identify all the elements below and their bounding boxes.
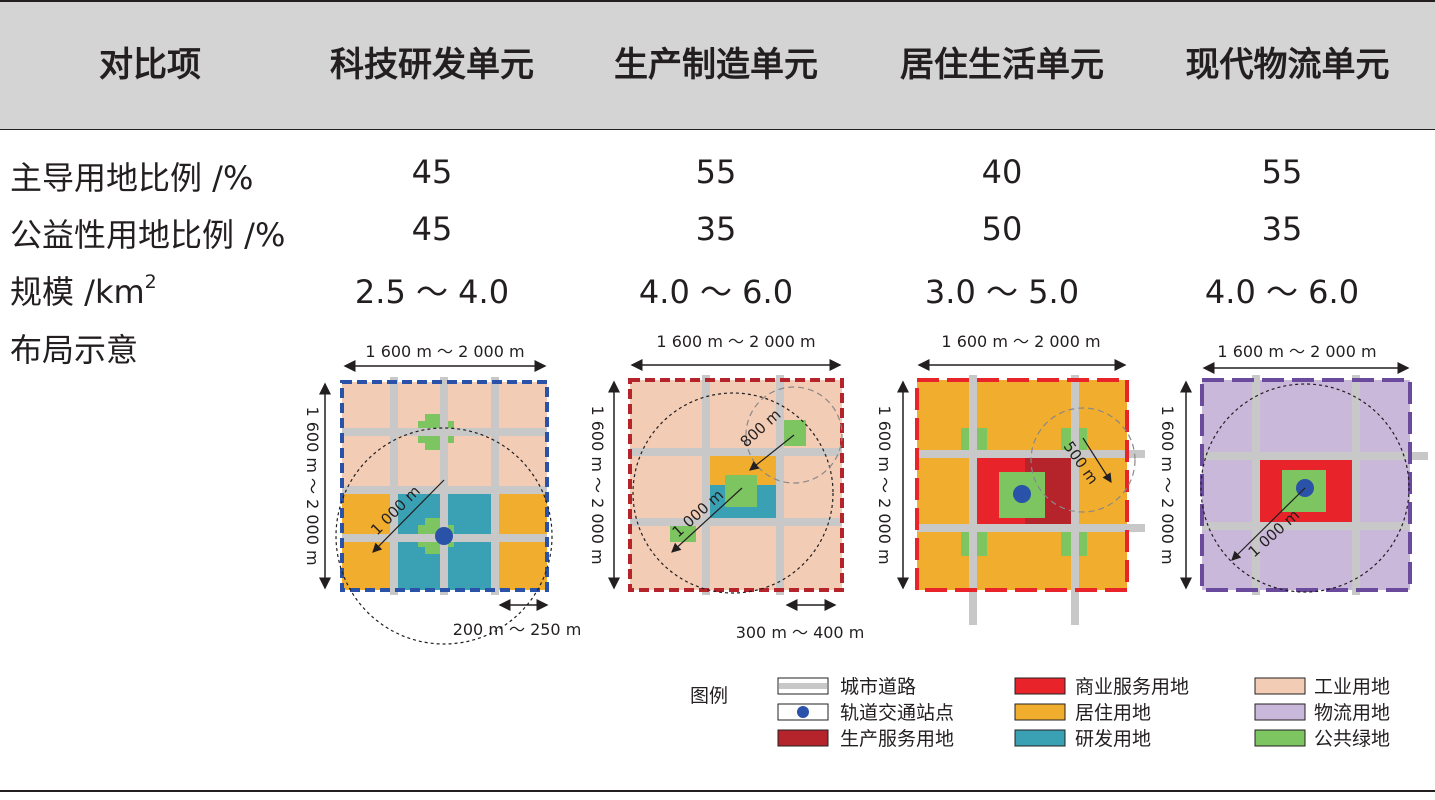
legend-production-service-label: 生产服务用地 — [840, 728, 954, 750]
diagram-tech-unit: 1 000 m 1 600 m ～ 2 000 m 1 600 m ～ 2 00… — [295, 320, 590, 650]
bottom-rule — [0, 790, 1435, 792]
tech-width-dim: 1 600 m ～ 2 000 m — [365, 342, 524, 361]
legend-commercial-swatch — [1014, 677, 1066, 695]
res-width-dim: 1 600 m ～ 2 000 m — [941, 332, 1100, 351]
header-tech-unit: 科技研发单元 — [330, 45, 534, 85]
header-comparison-item: 对比项 — [99, 45, 201, 85]
logistics-width-dim: 1 600 m ～ 2 000 m — [1217, 342, 1376, 361]
legend-industrial-label: 工业用地 — [1314, 676, 1390, 698]
legend-station-swatch — [777, 703, 829, 721]
legend-road-swatch — [777, 677, 829, 695]
prod-height-dim: 1 600 m ～ 2 000 m — [588, 405, 607, 564]
legend-green-label: 公共绿地 — [1314, 728, 1390, 750]
prod-block-dim: 300 m ～ 400 m — [736, 623, 865, 642]
value-public-residential: 50 — [981, 210, 1023, 248]
legend-rnd-swatch — [1014, 729, 1066, 747]
legend-commercial-label: 商业服务用地 — [1075, 676, 1189, 698]
scale-label-superscript: 2 — [144, 271, 157, 293]
diagram-production-unit: 1 000 m 800 m 1 600 m ～ 2 000 m 1 600 m … — [580, 320, 875, 650]
value-public-production: 35 — [695, 210, 737, 248]
value-public-logistics: 35 — [1261, 210, 1303, 248]
legend-production-service-swatch — [777, 729, 829, 747]
legend-rnd-label: 研发用地 — [1075, 728, 1151, 750]
prod-width-dim: 1 600 m ～ 2 000 m — [656, 332, 815, 351]
res-height-dim: 1 600 m ～ 2 000 m — [875, 405, 894, 564]
legend-station-label: 轨道交通站点 — [840, 702, 954, 724]
row-label-public-ratio: 公益性用地比例 /% — [10, 216, 286, 254]
header-rule — [0, 129, 1435, 130]
value-scale-logistics: 4.0 ～ 6.0 — [1204, 273, 1360, 311]
header-production-unit: 生产制造单元 — [614, 45, 818, 85]
legend-residential-label: 居住用地 — [1075, 702, 1151, 724]
tech-height-dim: 1 600 m ～ 2 000 m — [303, 406, 322, 565]
legend-logistics-label: 物流用地 — [1314, 702, 1390, 724]
tech-block-dim: 200 m ～ 250 m — [453, 620, 582, 639]
legend-road-label: 城市道路 — [840, 676, 916, 698]
value-dominant-production: 55 — [695, 153, 737, 191]
row-label-layout: 布局示意 — [10, 331, 139, 369]
top-rule — [0, 0, 1435, 2]
legend-residential-swatch — [1014, 703, 1066, 721]
diagram-logistics-unit: 1 000 m 1 600 m ～ 2 000 m 1 600 m ～ 2 00… — [1140, 320, 1435, 650]
logistics-height-dim: 1 600 m ～ 2 000 m — [1158, 405, 1177, 564]
header-logistics-unit: 现代物流单元 — [1185, 45, 1390, 85]
legend-green-swatch — [1254, 729, 1306, 747]
header-residential-unit: 居住生活单元 — [900, 45, 1104, 85]
legend-title: 图例 — [690, 685, 728, 707]
value-dominant-tech: 45 — [411, 153, 453, 191]
value-scale-tech: 2.5 ～ 4.0 — [354, 273, 510, 311]
legend: 图例 城市道路 轨道交通站点 生产服务用地 商业服务用地 居住用地 研发用地 工… — [650, 660, 1430, 780]
row-label-dominant-ratio: 主导用地比例 /% — [10, 159, 254, 197]
value-dominant-residential: 40 — [981, 153, 1023, 191]
value-public-tech: 45 — [411, 210, 453, 248]
value-scale-production: 4.0 ～ 6.0 — [638, 273, 794, 311]
diagram-residential-unit: 500 m 1 600 m ～ 2 000 m 1 600 m ～ 2 000 … — [865, 320, 1160, 650]
scale-label-text: 规模 /km — [10, 273, 145, 311]
legend-logistics-swatch — [1254, 703, 1306, 721]
row-label-scale: 规模 /km2 — [10, 267, 157, 313]
value-dominant-logistics: 55 — [1261, 153, 1303, 191]
value-scale-residential: 3.0 ～ 5.0 — [924, 273, 1080, 311]
table-header — [0, 2, 1435, 129]
legend-industrial-swatch — [1254, 677, 1306, 695]
